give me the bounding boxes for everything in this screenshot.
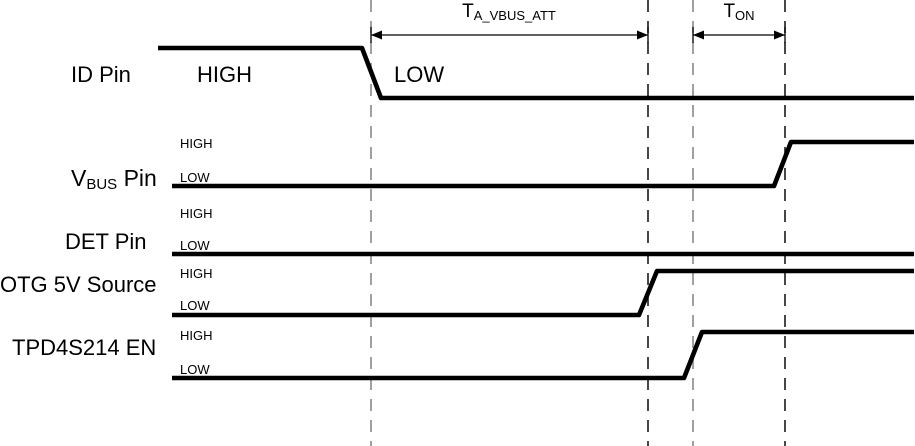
- svg-text:LOW: LOW: [394, 62, 444, 87]
- svg-text:LOW: LOW: [180, 170, 210, 185]
- svg-text:TON: TON: [723, 1, 754, 23]
- svg-text:VBUS Pin: VBUS Pin: [71, 165, 157, 193]
- svg-text:ID Pin: ID Pin: [71, 62, 131, 87]
- svg-text:OTG 5V Source: OTG 5V Source: [0, 272, 157, 297]
- svg-text:LOW: LOW: [180, 362, 210, 377]
- svg-text:HIGH: HIGH: [180, 266, 213, 281]
- svg-text:HIGH: HIGH: [180, 206, 213, 221]
- svg-text:LOW: LOW: [180, 298, 210, 313]
- svg-text:DET Pin: DET Pin: [65, 229, 147, 254]
- svg-text:LOW: LOW: [180, 238, 210, 253]
- svg-text:HIGH: HIGH: [180, 328, 213, 343]
- svg-text:TA_VBUS_ATT: TA_VBUS_ATT: [462, 1, 556, 23]
- svg-text:HIGH: HIGH: [197, 62, 252, 87]
- svg-text:TPD4S214 EN: TPD4S214 EN: [12, 335, 156, 360]
- svg-text:HIGH: HIGH: [180, 136, 213, 151]
